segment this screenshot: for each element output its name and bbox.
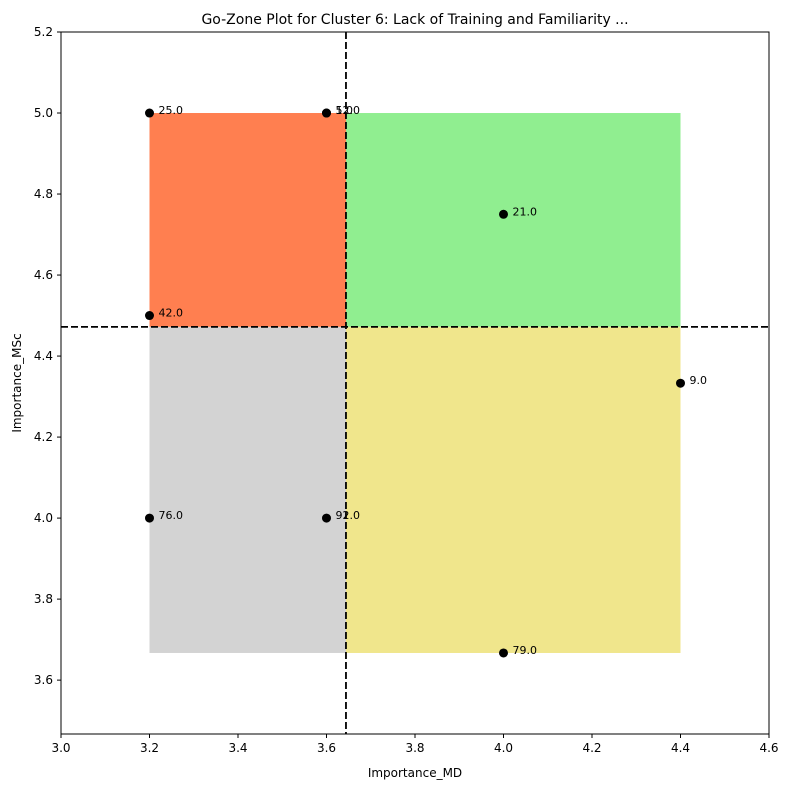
data-point-label: 76.0 [159,509,184,522]
y-axis: 3.6 3.8 4.0 4.2 4.4 4.6 4.8 5.0 5.2 [34,25,61,687]
data-point-label: 9.0 [690,374,708,387]
y-tick-label: 4.2 [34,430,53,444]
y-tick-label: 3.6 [34,673,53,687]
data-point-label: 42.0 [159,307,184,320]
y-tick-label: 4.6 [34,268,53,282]
quadrant-bottom-left [149,326,346,653]
x-tick-label: 3.0 [51,741,70,755]
data-point-label: 21.0 [513,205,538,218]
data-point-label: 52.0 [336,104,361,117]
quadrant-top-right [345,113,681,327]
data-point [322,108,331,118]
data-point [499,648,508,658]
data-point [322,513,331,523]
data-point-label: 1.0 [336,104,354,117]
y-tick-label: 5.0 [34,106,53,120]
x-axis-label: Importance_MD [368,766,462,780]
y-tick-label: 4.8 [34,187,53,201]
x-tick-label: 3.8 [405,741,424,755]
data-point-label: 92.0 [336,509,361,522]
quadrant-top-left [149,113,346,327]
x-tick-label: 4.4 [671,741,690,755]
x-tick-label: 3.2 [140,741,159,755]
data-point [145,311,154,321]
data-point [145,108,154,118]
points-layer: 25.0 52.01.0 21.0 42.0 9.0 76.0 92.0 79.0 [145,104,708,658]
x-tick-label: 4.0 [494,741,513,755]
mean-lines-layer [61,32,769,734]
x-axis: 3.0 3.2 3.4 3.6 3.8 4.0 4.2 4.4 4.6 [51,734,779,755]
data-point [145,513,154,523]
y-tick-label: 5.2 [34,25,53,39]
y-tick-label: 3.8 [34,592,53,606]
chart-title: Go-Zone Plot for Cluster 6: Lack of Trai… [201,12,628,28]
plot-frame [60,31,770,735]
x-tick-label: 3.4 [228,741,247,755]
data-point-label: 25.0 [159,104,184,117]
data-point-label: 79.0 [513,644,538,657]
data-point [676,378,685,388]
y-tick-label: 4.0 [34,511,53,525]
x-tick-label: 4.6 [759,741,778,755]
x-tick-label: 4.2 [582,741,601,755]
quadrant-bottom-right [345,326,681,653]
x-tick-label: 3.6 [317,741,336,755]
y-tick-label: 4.4 [34,349,53,363]
quadrant-layer [149,113,681,653]
y-axis-label: Importance_MSc [10,333,24,432]
data-point [499,209,508,219]
